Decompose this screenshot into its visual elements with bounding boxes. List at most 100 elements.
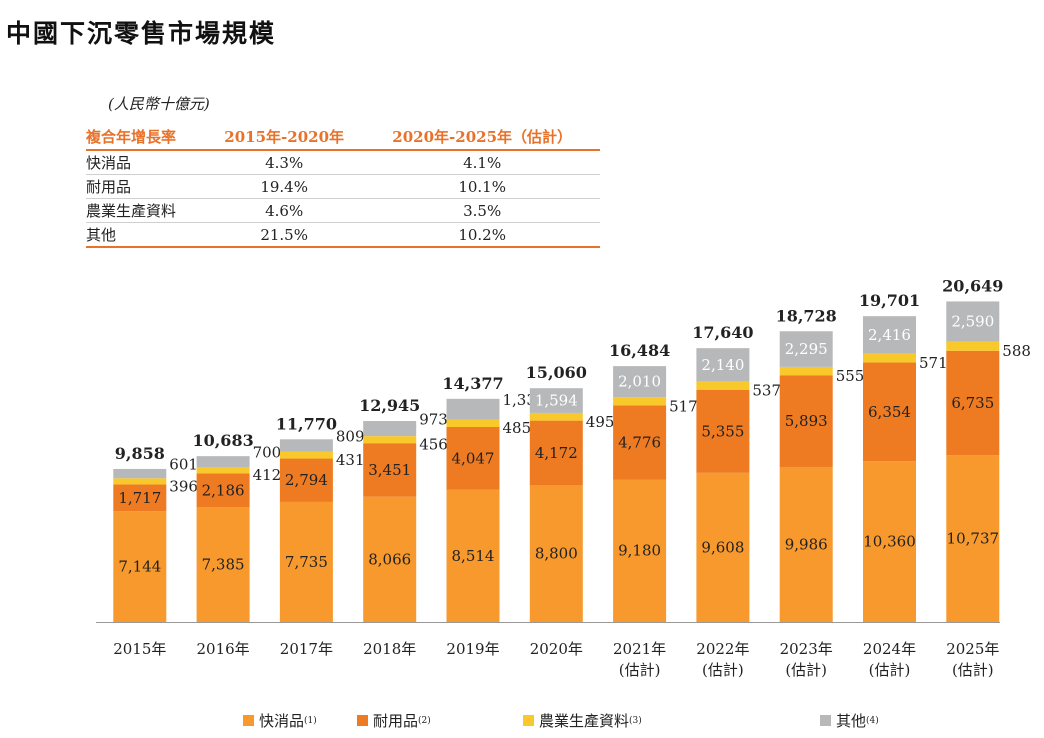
x-tick-note: (估計) [619,661,661,679]
legend-swatch-agri [523,715,534,726]
bar-segment-fmcg [613,479,667,622]
cagr-header-label: 複合年增長率 [86,124,204,151]
bar-segment-durable [696,389,750,473]
legend-note-other: (4) [866,715,879,726]
bar-segment-other [113,468,167,479]
bar-segment-agri [196,467,250,474]
bar-segment-fmcg [946,455,1000,622]
table-cell-category: 快消品 [86,150,204,175]
bar-segment-fmcg [696,472,750,622]
data-label-durable: 5,355 [701,422,744,440]
data-label-agri: 412 [253,466,282,484]
legend-label-other: 其他 [836,712,867,730]
table-row: 其他 21.5% 10.2% [86,222,600,248]
data-label-total: 18,728 [776,306,837,325]
bar-segment-agri [446,419,500,428]
table-cell-value: 4.6% [204,198,365,223]
table-cell-value: 21.5% [204,222,365,248]
bar-segment-fmcg [363,496,417,622]
data-label-other: 2,416 [868,326,911,344]
data-label-agri: 537 [752,382,781,400]
bar-segment-durable [779,375,833,467]
bar-segment-other [863,316,916,354]
data-label-agri: 485 [503,419,532,437]
data-label-durable: 4,776 [618,433,661,451]
x-tick-label: 2019年 [446,640,499,658]
table-row: 耐用品 19.4% 10.1% [86,174,600,199]
table-row: 快消品 4.3% 4.1% [86,150,600,175]
data-label-agri: 588 [1002,342,1031,360]
data-label-durable: 1,717 [118,489,161,507]
bar-segment-fmcg [279,501,333,622]
data-label-fmcg: 9,608 [701,538,744,556]
legend-swatch-fmcg [243,715,254,726]
bar-segment-durable [946,350,1000,456]
data-label-other: 809 [336,428,365,446]
bar-segment-agri [696,381,750,390]
x-tick-note: (估計) [952,661,994,679]
data-label-total: 17,640 [692,323,753,342]
bar-segment-durable [363,443,417,497]
data-label-total: 12,945 [359,396,420,415]
cagr-header-row: 複合年增長率 2015年-2020年 2020年-2025年（估計） [86,124,600,151]
data-label-agri: 396 [169,477,198,495]
table-cell-value: 4.1% [364,150,600,175]
bar-segment-agri [363,436,417,444]
bar-segment-other [196,456,250,468]
bar-segment-agri [863,353,916,363]
table-cell-value: 10.2% [364,222,600,248]
data-label-fmcg: 9,986 [785,535,828,553]
bar-segment-agri [529,412,583,421]
page-title: 中國下沉零售市場規模 [6,19,277,48]
table-cell-value: 4.3% [204,150,365,175]
data-label-other: 2,140 [701,356,744,374]
chart-legend: 快消品 (1) 耐用品 (2) 農業生產資料 (3) 其他 (4) [0,710,1044,732]
data-label-other: 973 [419,411,448,429]
x-tick-label: 2025年 [946,640,999,658]
legend-swatch-other [820,715,831,726]
bar-segment-other [613,366,667,398]
data-label-fmcg: 8,514 [452,547,495,565]
bar-segment-durable [529,420,583,486]
legend-item-agri: 農業生產資料 (3) [523,710,642,731]
data-label-fmcg: 7,385 [202,556,245,574]
data-label-total: 9,858 [115,444,165,463]
data-label-durable: 2,794 [285,471,328,489]
data-label-total: 15,060 [526,363,587,382]
data-label-agri: 456 [419,436,448,454]
table-cell-value: 3.5% [364,198,600,223]
cagr-header-period2: 2020年-2025年（估計） [364,124,600,151]
bar-segment-agri [279,451,333,459]
legend-label-fmcg: 快消品 [259,712,305,730]
legend-item-other: 其他 (4) [820,710,879,731]
x-tick-label: 2018年 [363,640,416,658]
table-cell-value: 10.1% [364,174,600,199]
data-label-total: 19,701 [859,291,920,310]
x-tick-note: (估計) [869,661,911,679]
legend-label-agri: 農業生產資料 [539,712,630,730]
bar-segment-fmcg [863,461,916,622]
data-label-agri: 431 [336,451,365,469]
legend-note-fmcg: (1) [304,715,317,726]
bar-segment-fmcg [529,485,583,622]
data-label-durable: 5,893 [785,412,828,430]
data-label-other: 2,010 [618,373,661,391]
bar-segment-other [279,439,333,452]
data-label-agri: 571 [919,354,948,372]
bar-segment-durable [113,484,167,512]
data-label-other: 700 [253,444,282,462]
data-label-durable: 4,172 [535,444,578,462]
data-label-durable: 3,451 [368,461,411,479]
x-tick-label: 2022年 [696,640,749,658]
bar-segment-durable [196,473,250,508]
bar-segment-other [696,348,750,382]
x-tick-note: (估計) [702,661,744,679]
data-label-fmcg: 7,144 [118,558,161,576]
data-label-agri: 495 [586,413,615,431]
legend-note-durable: (2) [418,715,431,726]
legend-item-durable: 耐用品 (2) [357,710,431,731]
legend-note-agri: (3) [629,715,642,726]
bar-segment-other [779,331,833,367]
cagr-header-period1: 2015年-2020年 [204,124,365,151]
